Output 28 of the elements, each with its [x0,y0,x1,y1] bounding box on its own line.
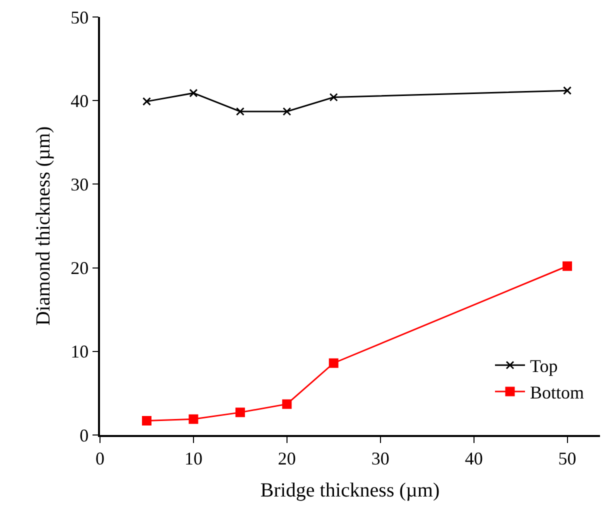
y-tick-label: 40 [70,90,89,111]
point [562,261,572,271]
x-axis-title: Bridge thickness (µm) [260,479,440,502]
y-tick-label: 50 [70,7,89,28]
point [236,107,244,116]
y-tick-label: 30 [70,174,89,194]
x-tick-label: 10 [184,448,202,468]
point [142,416,152,426]
x-tick-label: 20 [278,448,296,468]
legend-label: Bottom [530,382,584,403]
point [282,107,292,116]
y-tick-label: 20 [70,258,89,278]
point [282,399,292,409]
point [328,358,338,368]
x-tick-label: 0 [96,448,104,468]
point [329,93,338,102]
point [189,88,198,98]
y-tick-label: 10 [70,342,89,362]
x-tick-label: 50 [558,448,576,468]
y-axis-title: Diamond thickness (µm) [32,126,55,326]
legend-label: Top [530,356,558,376]
x-tick-label: 40 [464,448,483,468]
point [563,86,572,95]
point [188,414,198,424]
point [142,97,151,106]
point [235,408,245,418]
x-tick-label: 30 [371,448,390,468]
y-tick-label: 0 [80,425,89,446]
